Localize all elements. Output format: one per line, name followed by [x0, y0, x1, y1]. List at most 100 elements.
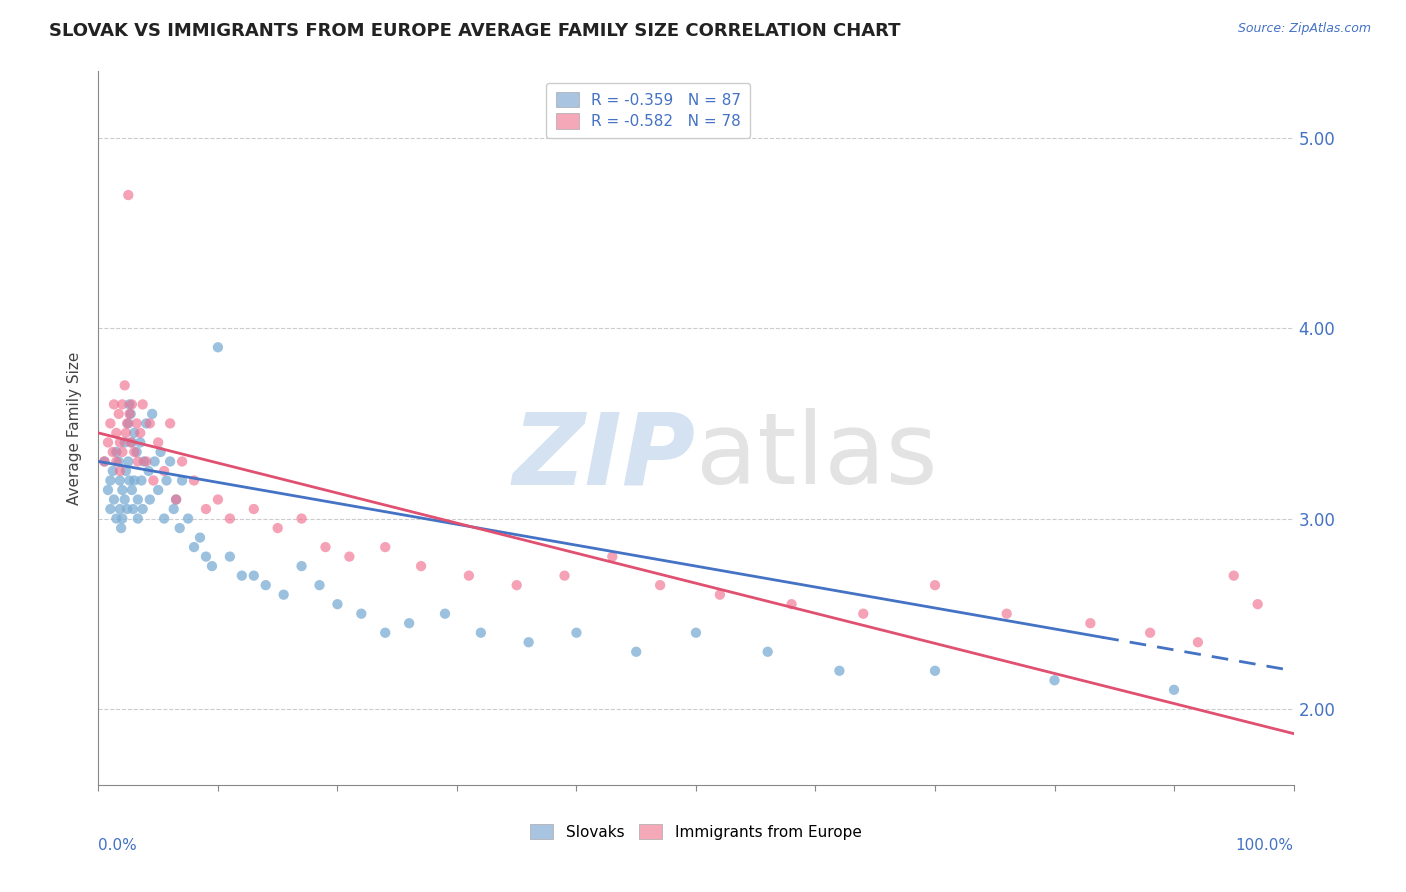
Point: [153, 511, 176, 525]
Point: [103, 492, 125, 507]
Point: [97, 483, 120, 497]
Point: [1187, 635, 1209, 649]
Point: [117, 454, 139, 468]
Point: [626, 645, 648, 659]
Point: [121, 483, 143, 497]
Point: [1223, 568, 1246, 582]
Point: [115, 417, 138, 431]
Point: [111, 445, 134, 459]
Point: [155, 474, 177, 488]
Point: [326, 597, 349, 611]
Point: [172, 474, 194, 488]
Point: [149, 445, 172, 459]
Point: [374, 540, 396, 554]
Point: [828, 664, 851, 678]
Point: [350, 607, 373, 621]
Text: Source: ZipAtlas.com: Source: ZipAtlas.com: [1237, 22, 1371, 36]
Y-axis label: Average Family Size: Average Family Size: [67, 351, 83, 505]
Point: [685, 625, 707, 640]
Point: [107, 454, 129, 468]
Point: [924, 664, 946, 678]
Point: [163, 502, 186, 516]
Point: [506, 578, 529, 592]
Point: [1163, 682, 1185, 697]
Point: [852, 607, 875, 621]
Point: [148, 435, 170, 450]
Point: [756, 645, 779, 659]
Point: [188, 531, 211, 545]
Point: [131, 502, 153, 516]
Point: [125, 445, 148, 459]
Point: [243, 568, 266, 582]
Point: [142, 474, 165, 488]
Text: 100.0%: 100.0%: [1236, 838, 1294, 854]
Point: [1247, 597, 1270, 611]
Point: [127, 492, 149, 507]
Point: [132, 454, 155, 468]
Point: [231, 568, 253, 582]
Point: [120, 407, 142, 421]
Point: [135, 417, 157, 431]
Point: [97, 435, 120, 450]
Text: 0.0%: 0.0%: [98, 838, 138, 854]
Point: [219, 511, 242, 525]
Point: [118, 407, 141, 421]
Point: [159, 454, 181, 468]
Point: [120, 435, 142, 450]
Point: [114, 378, 136, 392]
Point: [107, 407, 129, 421]
Point: [291, 511, 314, 525]
Point: [103, 397, 125, 411]
Point: [108, 502, 131, 516]
Point: [105, 425, 128, 440]
Point: [470, 625, 492, 640]
Point: [98, 502, 122, 516]
Text: ZIP: ZIP: [513, 409, 696, 505]
Point: [98, 474, 122, 488]
Point: [122, 502, 145, 516]
Point: [1043, 673, 1066, 688]
Point: [125, 417, 148, 431]
Point: [709, 588, 731, 602]
Point: [273, 588, 295, 602]
Point: [219, 549, 242, 564]
Point: [159, 417, 181, 431]
Point: [117, 417, 139, 431]
Point: [201, 559, 224, 574]
Point: [127, 454, 149, 468]
Text: SLOVAK VS IMMIGRANTS FROM EUROPE AVERAGE FAMILY SIZE CORRELATION CHART: SLOVAK VS IMMIGRANTS FROM EUROPE AVERAGE…: [49, 22, 901, 40]
Point: [131, 474, 153, 488]
Point: [602, 549, 624, 564]
Point: [139, 417, 162, 431]
Point: [207, 492, 229, 507]
Point: [267, 521, 290, 535]
Point: [98, 417, 122, 431]
Point: [105, 511, 128, 525]
Point: [458, 568, 481, 582]
Point: [138, 464, 160, 478]
Point: [121, 435, 143, 450]
Text: atlas: atlas: [696, 409, 938, 505]
Point: [1139, 625, 1161, 640]
Point: [118, 474, 141, 488]
Point: [169, 521, 191, 535]
Point: [118, 397, 141, 411]
Point: [129, 425, 152, 440]
Point: [254, 578, 277, 592]
Point: [195, 549, 218, 564]
Point: [131, 397, 153, 411]
Point: [108, 464, 131, 478]
Point: [124, 474, 146, 488]
Point: [172, 454, 194, 468]
Point: [93, 454, 115, 468]
Point: [108, 435, 131, 450]
Point: [115, 464, 138, 478]
Point: [565, 625, 588, 640]
Point: [183, 540, 205, 554]
Point: [195, 502, 218, 516]
Point: [183, 474, 205, 488]
Point: [129, 435, 152, 450]
Point: [101, 464, 124, 478]
Point: [165, 492, 187, 507]
Point: [291, 559, 314, 574]
